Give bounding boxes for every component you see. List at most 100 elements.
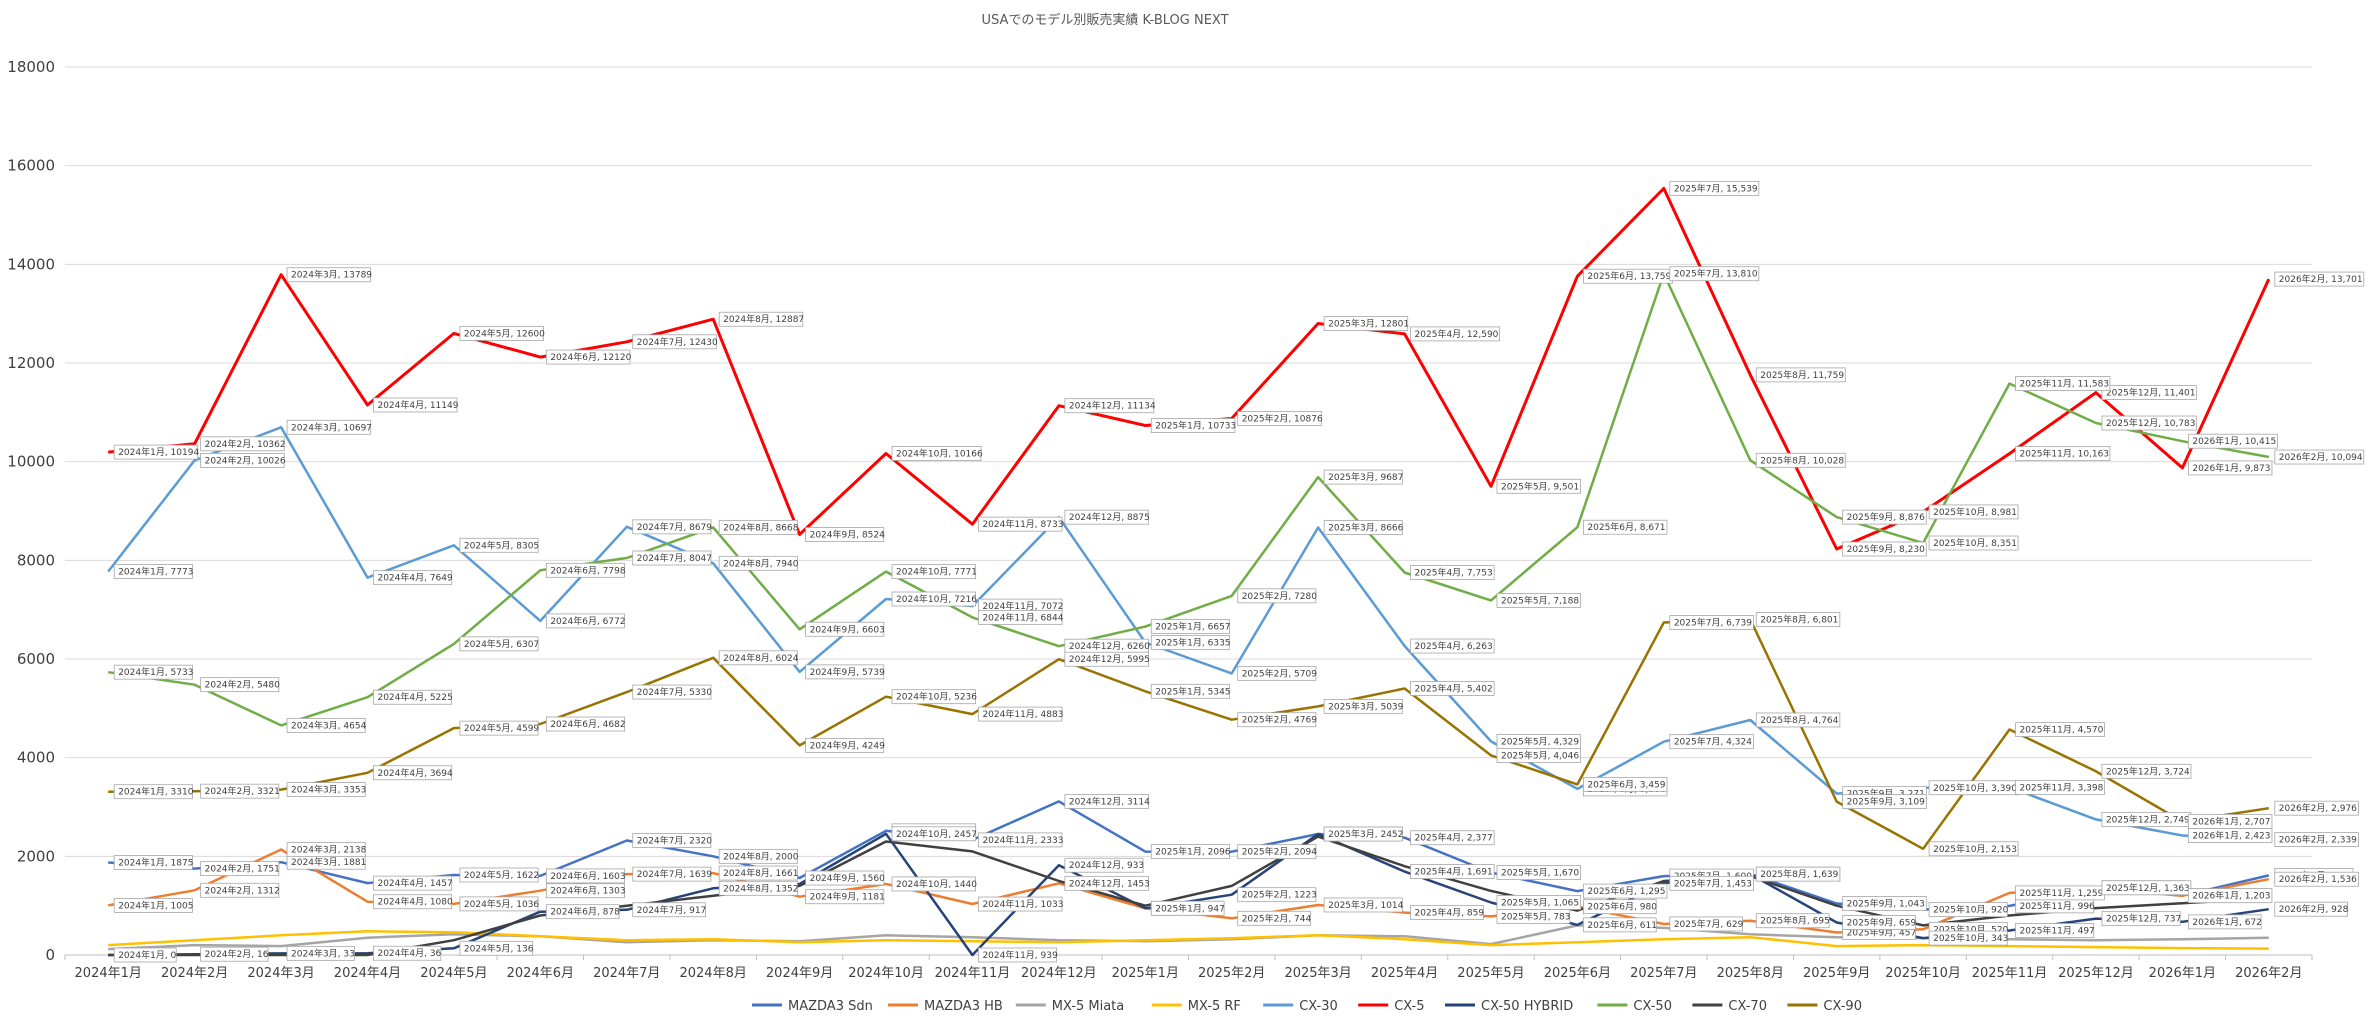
data-label-text: 2024年4月, 7649 [377,572,453,584]
data-label-cx-50: 2025年2月, 7280 [1237,588,1317,604]
data-label-layer: 2024年1月, 10194 2024年2月, 10362 2024年3月, 137… [113,181,2365,963]
data-label-text: 2024年12月, 8875 [1069,511,1150,523]
x-tick-label: 2024年12月 [1021,966,1097,981]
x-tick-label: 2025年4月 [1371,966,1438,981]
data-label-mazda3-sdn: 2025年4月, 2,377 [1410,830,1495,846]
data-label-box [2187,460,2273,476]
data-label-box [632,833,712,848]
data-label-cx-30: 2025年12月, 2,749 [2101,811,2192,827]
data-label-mazda3-hb: 2024年2月, 1312 [200,882,280,898]
data-label-box [718,555,798,571]
data-label-text: 2025年4月, 2,377 [1415,832,1493,844]
data-label-text: 2024年8月, 12887 [723,313,804,325]
data-label-cx-90: 2024年4月, 3694 [373,765,453,781]
data-label-text: 2025年6月, 611 [1587,919,1657,931]
data-label-cx-90: 2025年10月, 2,153 [1928,841,2019,857]
data-label-cx-50-hybrid: 2024年7月, 917 [632,902,706,918]
data-label-cx-5: 2026年2月, 13,701 [2274,271,2365,287]
data-label-box [545,562,625,578]
data-label-text: 2025年8月, 1,639 [1760,868,1838,880]
data-label-box [632,684,712,700]
data-label-text: 2024年10月, 5236 [896,691,977,703]
y-tick-label: 8000 [17,551,55,569]
data-label-text: 2024年1月, 1875 [118,857,193,869]
legend-label: CX-5 [1394,999,1424,1014]
x-tick-label: 2025年5月 [1457,966,1524,981]
data-label-cx-5: 2025年11月, 10,163 [2015,446,2111,462]
data-label-text: 2025年9月, 1,043 [1847,898,1925,910]
x-tick-label: 2024年11月 [935,966,1011,981]
data-label-text: 2024年4月, 5225 [377,691,452,703]
data-label-mazda3-sdn: 2025年10月, 920 [1928,902,2009,918]
legend-item-mx-5-rf: MX-5 RF [1151,999,1241,1014]
data-label-text: 2025年8月, 10,028 [1760,454,1844,466]
data-label-cx-90: 2024年5月, 4599 [459,720,540,736]
data-label-cx-30: 2024年11月, 7072 [978,598,1063,614]
data-label-cx-90: 2025年12月, 3,724 [2101,763,2192,779]
data-label-box [1150,844,1230,859]
data-label-text: 2024年9月, 1181 [810,891,885,903]
x-tick-label: 2025年1月 [1112,966,1179,981]
data-label-cx-5: 2024年9月, 8524 [805,527,885,542]
data-label-cx-90: 2024年10月, 5236 [891,689,977,705]
data-label-box [373,689,453,705]
data-label-text: 2025年6月, 13,759 [1587,270,1671,282]
data-label-text: 2025年5月, 1,670 [1501,867,1579,879]
data-label-text: 2025年6月, 980 [1587,901,1657,913]
data-label-text: 2025年2月, 4769 [1242,714,1318,726]
data-label-text: 2025年7月, 13,810 [1674,268,1758,280]
data-label-cx-50-hybrid: 2025年5月, 1,065 [1496,895,1581,910]
data-label-text: 2024年8月, 6024 [723,652,799,664]
data-label-text: 2025年1月, 10733 [1155,420,1236,432]
data-label-box [286,945,355,961]
data-label-box [718,880,798,896]
data-label-cx-50-hybrid: 2024年2月, 16 [200,946,269,962]
data-label-text: 2024年7月, 1639 [637,868,713,880]
data-label-cx-5: 2025年3月, 12801 [1323,316,1409,331]
y-tick-label: 14000 [7,255,55,273]
data-label-cx-5: 2025年4月, 12,590 [1410,326,1500,342]
data-label-cx-50: 2024年10月, 7771 [891,564,977,580]
data-label-text: 2025年7月, 6,739 [1674,617,1752,629]
data-label-text: 2024年7月, 8679 [637,521,713,533]
data-label-text: 2024年8月, 1352 [723,882,798,894]
data-label-mazda3-sdn: 2024年12月, 3114 [1064,793,1150,809]
data-label-text: 2025年10月, 8,351 [1933,537,2017,549]
data-label-text: 2024年6月, 4682 [550,718,625,730]
data-label-box [200,452,285,468]
data-label-text: 2024年1月, 0 [118,949,176,961]
data-label-text: 2025年5月, 7,188 [1501,594,1579,606]
data-label-mazda3-hb: 2024年7月, 1639 [632,866,713,882]
data-label-mazda3-hb: 2024年5月, 1036 [459,896,539,912]
data-label-box [2101,763,2192,779]
data-label-text: 2024年5月, 4599 [464,722,540,734]
data-label-box [200,861,280,877]
data-label-box [718,650,798,666]
data-label-text: 2024年10月, 2457 [896,828,977,840]
data-label-text: 2025年5月, 4,329 [1501,735,1579,747]
data-label-box [1237,411,1322,426]
x-tick-label: 2024年3月 [247,966,314,981]
data-label-cx-50-hybrid: 2024年8月, 1352 [718,880,798,896]
data-label-box [545,716,625,732]
x-tick-label: 2024年5月 [420,966,487,981]
data-label-box [200,783,280,799]
data-label-cx-50: 2025年8月, 10,028 [1755,452,1846,468]
data-label-cx-50: 2025年4月, 7,753 [1410,565,1495,580]
data-label-cx-5: 2024年3月, 13789 [286,267,372,283]
data-label-mazda3-sdn: 2024年11月, 2333 [978,832,1063,848]
data-label-cx-90: 2025年9月, 3,109 [1842,794,1927,810]
data-label-box [891,826,977,842]
data-label-mazda3-hb: 2025年5月, 783 [1496,908,1571,924]
series-line-cx-90 [108,618,2269,851]
data-label-box [1669,916,1744,932]
data-label-box [805,621,885,637]
data-label-cx-5: 2024年11月, 8733 [978,516,1063,532]
data-label-cx-30: 2025年11月, 3,398 [2015,779,2105,795]
data-label-cx-30: 2024年5月, 8305 [459,537,539,553]
data-label-cx-90: 2025年2月, 4769 [1237,712,1318,728]
data-label-box [718,311,804,327]
data-label-box [459,325,544,341]
data-label-cx-30: 2025年10月, 3,390 [1928,780,2019,796]
data-label-cx-50: 2025年11月, 11,583 [2015,376,2111,391]
